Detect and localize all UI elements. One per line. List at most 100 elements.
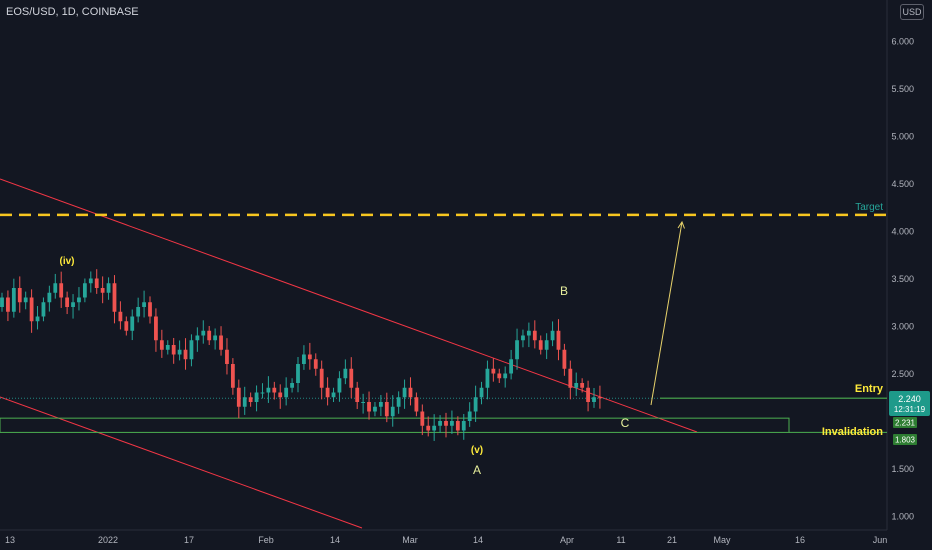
candle-body-97[interactable] — [574, 383, 579, 388]
candle-body-85[interactable] — [503, 373, 508, 379]
candle-body-54[interactable] — [319, 368, 324, 388]
candle-body-63[interactable] — [373, 406, 377, 412]
candle-body-72[interactable] — [426, 425, 431, 431]
candle-body-0[interactable] — [0, 297, 4, 308]
candle-body-66[interactable] — [390, 406, 395, 417]
candle-body-12[interactable] — [71, 302, 75, 307]
candle-body-59[interactable] — [349, 368, 354, 388]
channel-upper-line[interactable] — [0, 178, 698, 433]
candle-body-78[interactable] — [461, 421, 466, 431]
candle-body-43[interactable] — [254, 392, 259, 403]
projection-arrow-line[interactable] — [650, 221, 683, 406]
candle-body-33[interactable] — [195, 335, 200, 341]
candle-body-11[interactable] — [65, 297, 70, 308]
candle-body-25[interactable] — [148, 302, 152, 317]
candle-body-42[interactable] — [248, 397, 253, 402]
candle-body-9[interactable] — [53, 283, 58, 293]
currency-badge[interactable]: USD — [900, 4, 924, 20]
candle-body-34[interactable] — [201, 330, 206, 336]
candle-body-92[interactable] — [544, 340, 549, 350]
candle-body-47[interactable] — [278, 392, 283, 398]
candle-body-88[interactable] — [521, 335, 525, 341]
candle-body-17[interactable] — [100, 288, 105, 293]
candle-body-26[interactable] — [154, 316, 158, 341]
candle-body-62[interactable] — [367, 402, 371, 412]
candle-body-86[interactable] — [509, 359, 514, 374]
candle-body-46[interactable] — [272, 387, 277, 393]
price-axis[interactable]: 6.000 5.500 5.000 4.500 4.000 3.500 3.000 2.500… — [891, 37, 914, 522]
candle-body-83[interactable] — [491, 368, 496, 374]
candle-body-29[interactable] — [171, 345, 176, 355]
candle-body-23[interactable] — [136, 307, 141, 317]
candle-body-24[interactable] — [142, 302, 146, 307]
candle-body-57[interactable] — [337, 378, 342, 393]
candle-body-99[interactable] — [586, 387, 590, 402]
candle-body-45[interactable] — [266, 387, 271, 393]
candle-body-16[interactable] — [94, 278, 99, 289]
candle-body-36[interactable] — [213, 335, 218, 341]
candle-body-68[interactable] — [402, 387, 407, 398]
candle-body-52[interactable] — [307, 354, 312, 360]
candle-body-15[interactable] — [88, 278, 93, 284]
candle-body-7[interactable] — [41, 302, 46, 317]
candle-body-3[interactable] — [17, 288, 22, 303]
candle-body-71[interactable] — [420, 411, 425, 426]
candle-body-5[interactable] — [29, 297, 34, 322]
candle-body-84[interactable] — [497, 373, 502, 379]
candle-body-48[interactable] — [284, 387, 289, 398]
candle-body-73[interactable] — [432, 425, 437, 431]
candle-body-80[interactable] — [473, 397, 478, 412]
candle-body-14[interactable] — [82, 283, 87, 298]
candle-body-10[interactable] — [59, 283, 64, 298]
candle-body-20[interactable] — [118, 311, 123, 322]
level-badge-2[interactable] — [893, 434, 917, 445]
candle-body-93[interactable] — [550, 330, 555, 341]
candle-body-98[interactable] — [580, 383, 585, 388]
candle-body-19[interactable] — [112, 283, 117, 312]
candle-body-58[interactable] — [343, 368, 348, 379]
candle-body-32[interactable] — [189, 340, 194, 360]
candle-body-61[interactable] — [361, 402, 366, 403]
candle-body-75[interactable] — [444, 421, 448, 426]
candle-body-77[interactable] — [455, 421, 460, 431]
candle-body-18[interactable] — [106, 283, 111, 293]
candle-body-100[interactable] — [592, 397, 596, 402]
candle-body-38[interactable] — [225, 349, 229, 364]
candle-body-91[interactable] — [538, 340, 543, 350]
candle-body-4[interactable] — [23, 297, 28, 303]
level-badge-1[interactable] — [893, 417, 917, 428]
candle-body-90[interactable] — [532, 330, 537, 341]
candle-body-6[interactable] — [35, 316, 40, 322]
candle-body-96[interactable] — [568, 368, 573, 388]
candle-body-65[interactable] — [384, 402, 389, 417]
candle-body-60[interactable] — [355, 387, 360, 402]
candle-body-21[interactable] — [124, 321, 129, 331]
candle-body-41[interactable] — [242, 397, 247, 407]
candle-body-13[interactable] — [77, 297, 81, 303]
candle-body-64[interactable] — [378, 402, 383, 407]
candle-body-39[interactable] — [230, 364, 235, 388]
candles[interactable] — [0, 269, 602, 441]
candle-body-50[interactable] — [296, 364, 300, 383]
candle-body-74[interactable] — [438, 421, 442, 426]
time-axis[interactable]: 13 2022 17 Feb 14 Mar 14 Apr 11 21 May 16 Jun — [5, 535, 887, 545]
candle-body-2[interactable] — [11, 288, 16, 312]
candle-body-8[interactable] — [47, 292, 52, 303]
candle-body-95[interactable] — [562, 349, 567, 369]
candle-body-82[interactable] — [485, 368, 490, 388]
candle-body-56[interactable] — [331, 392, 336, 398]
candle-body-101[interactable] — [598, 397, 602, 399]
candle-body-51[interactable] — [302, 354, 306, 365]
candle-body-35[interactable] — [207, 330, 212, 341]
candle-body-87[interactable] — [515, 340, 519, 360]
candle-body-53[interactable] — [313, 359, 318, 369]
candle-body-89[interactable] — [526, 330, 531, 336]
candle-body-67[interactable] — [396, 397, 401, 407]
candle-body-37[interactable] — [219, 335, 223, 350]
candle-body-22[interactable] — [130, 316, 135, 331]
candle-body-40[interactable] — [236, 387, 241, 407]
candle-body-94[interactable] — [556, 330, 561, 350]
candle-body-55[interactable] — [325, 387, 330, 398]
candle-body-69[interactable] — [408, 387, 413, 398]
